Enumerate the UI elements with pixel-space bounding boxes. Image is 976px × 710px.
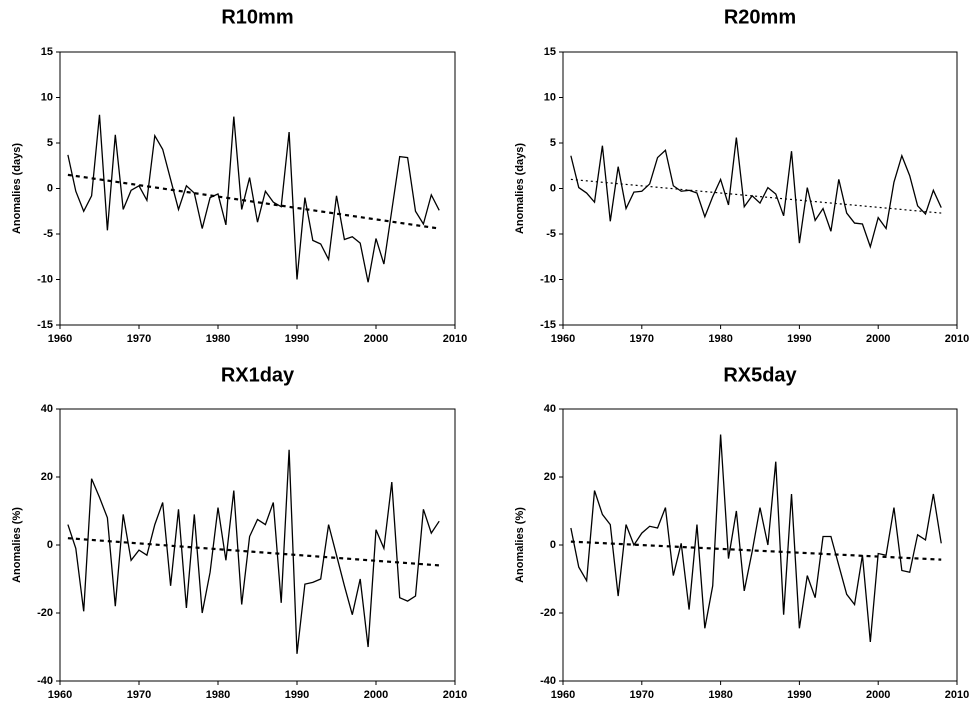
chart-title: RX5day [723, 364, 797, 386]
y-tick-label: -5 [43, 228, 53, 240]
y-tick-label: -15 [37, 319, 53, 331]
x-tick-label: 1990 [787, 333, 811, 345]
y-tick-label: 15 [544, 46, 556, 58]
x-tick-label: 2010 [443, 689, 467, 701]
y-tick-label: -40 [540, 675, 556, 687]
y-tick-label: -10 [37, 273, 53, 285]
plot-frame [59, 408, 456, 682]
x-tick-label: 1980 [708, 689, 732, 701]
data-line [570, 434, 942, 642]
x-tick-label: 2000 [866, 689, 890, 701]
x-tick-label: 1980 [206, 333, 230, 345]
y-tick-label: 15 [41, 46, 53, 58]
chart-title: RX1day [221, 364, 295, 386]
x-tick-label: 2000 [364, 689, 388, 701]
x-tick-label: 2000 [866, 333, 890, 345]
trend-line [67, 537, 440, 567]
x-tick-label: 1980 [206, 689, 230, 701]
y-tick-label: 0 [550, 182, 556, 194]
y-axis-label: Anomalies (days) [514, 143, 526, 234]
x-tick-label: 2000 [364, 333, 388, 345]
y-tick-label: -20 [540, 607, 556, 619]
x-tick-label: 1960 [48, 689, 72, 701]
y-tick-label: 10 [41, 91, 53, 103]
x-tick-label: 1970 [630, 333, 654, 345]
x-tick-label: 1990 [787, 689, 811, 701]
y-tick-label: 0 [47, 182, 53, 194]
y-tick-label: 20 [544, 471, 556, 483]
y-tick-label: 40 [544, 403, 556, 415]
x-tick-label: 1980 [708, 333, 732, 345]
data-line [67, 114, 440, 283]
y-tick-label: -20 [37, 607, 53, 619]
plot-frame [562, 408, 958, 682]
y-axis-label: Anomalies (days) [11, 143, 23, 234]
x-tick-label: 1970 [630, 689, 654, 701]
x-tick-label: 1960 [551, 333, 575, 345]
y-tick-label: 0 [47, 539, 53, 551]
data-line [67, 449, 440, 654]
y-tick-label: -5 [546, 228, 556, 240]
plot-frame [562, 51, 958, 326]
x-tick-label: 2010 [945, 333, 969, 345]
y-tick-label: 40 [41, 403, 53, 415]
y-tick-label: 10 [544, 91, 556, 103]
trend-line [67, 173, 440, 230]
y-tick-label: 20 [41, 471, 53, 483]
x-tick-label: 1990 [285, 689, 309, 701]
x-tick-label: 1990 [285, 333, 309, 345]
chart-title: R20mm [724, 6, 796, 28]
y-tick-label: -15 [540, 319, 556, 331]
data-line [570, 137, 942, 249]
y-tick-label: -40 [37, 675, 53, 687]
y-tick-label: 5 [550, 137, 556, 149]
y-axis-label: Anomalies (%) [11, 507, 23, 583]
x-tick-label: 2010 [443, 333, 467, 345]
trend-line [570, 540, 942, 561]
y-tick-label: -10 [540, 273, 556, 285]
x-tick-label: 1970 [127, 333, 151, 345]
chart-title: R10mm [221, 6, 293, 28]
x-tick-label: 2010 [945, 689, 969, 701]
y-tick-label: 5 [47, 137, 53, 149]
x-tick-label: 1960 [551, 689, 575, 701]
y-axis-label: Anomalies (%) [514, 507, 526, 583]
x-tick-label: 1960 [48, 333, 72, 345]
trend-line [570, 178, 942, 214]
y-tick-label: 0 [550, 539, 556, 551]
plot-frame [59, 51, 456, 326]
x-tick-label: 1970 [127, 689, 151, 701]
